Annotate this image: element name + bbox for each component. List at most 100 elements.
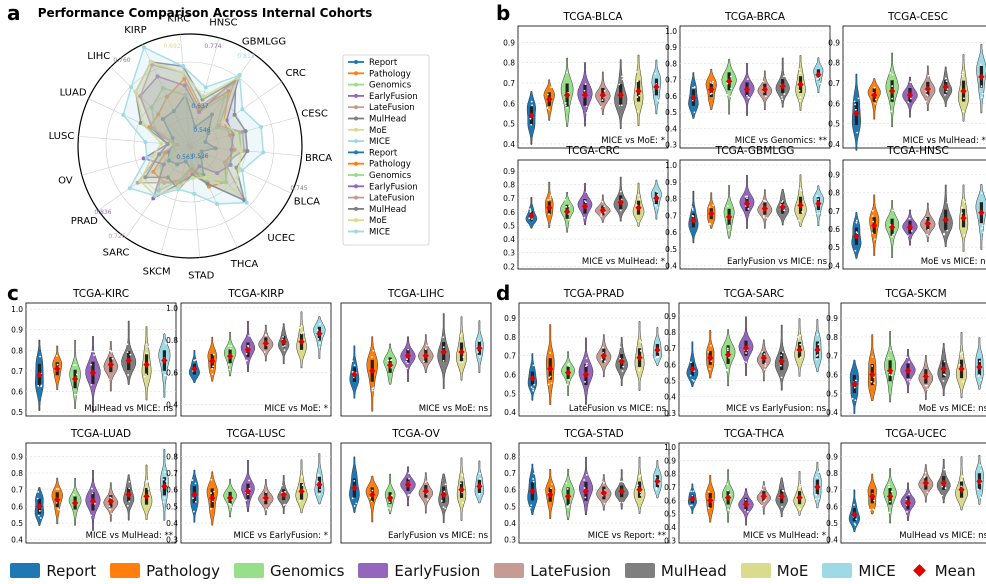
violin-mean-marker [547, 365, 554, 373]
violin-point [40, 384, 43, 387]
violin-point [532, 387, 535, 390]
violin-point [692, 215, 695, 218]
violin-mean-marker [960, 214, 967, 222]
violin-point [799, 483, 802, 486]
violin-mean-marker [853, 110, 860, 117]
violin-point [816, 212, 818, 215]
violin-mean-marker [298, 338, 305, 345]
violin-mean-marker [404, 352, 412, 359]
violin-mean-marker [143, 493, 150, 500]
radar-point-earlyfusion [215, 171, 220, 176]
violin-title: TCGA-UCEC [885, 428, 947, 440]
radar-point-report [199, 155, 204, 160]
violin-point [39, 517, 42, 519]
violin-point [779, 364, 782, 367]
violin-point [618, 83, 621, 86]
violin-point [299, 326, 302, 329]
violin-mean-marker [422, 352, 430, 359]
violin-point [550, 382, 553, 385]
radar-axis-label: BRCA [305, 153, 332, 164]
violin-point [783, 93, 786, 95]
violin-point [692, 86, 694, 89]
violin-point [655, 486, 658, 489]
violin-panel-tcga-cesc: 0.4 0.5 0.6 0.7 0.8 0.9 TCGA-CESC MICE vs MulHe… [828, 11, 986, 151]
violin-point [780, 95, 783, 98]
violin-mean-marker [125, 357, 132, 364]
violin-point [816, 333, 819, 336]
violin-point [387, 507, 390, 509]
radar-legend-marker [354, 229, 358, 234]
radar-legend-entry: EarlyFusion [369, 182, 418, 192]
violin-point [980, 85, 983, 88]
violin-point [426, 480, 429, 482]
violin-panel-tcga-brca: 0.3 0.4 0.5 0.6 0.7 0.8 0.9 1.0 TCGA-BRCA MICE vs… [665, 11, 831, 150]
violin-point [727, 508, 730, 511]
legend-item-genomics: Genomics [234, 562, 344, 580]
violin-point [874, 102, 877, 105]
violin-point [799, 486, 801, 489]
bottom-legend: Report Pathology Genomics EarlyFusion LateFu… [0, 557, 986, 584]
violin-ytick-label: 1.0 [166, 304, 178, 313]
violin-mean-marker [161, 357, 168, 364]
violin-point [854, 249, 857, 252]
violin-mean-marker [191, 491, 198, 498]
violin-point [981, 96, 983, 99]
violin-point [890, 490, 893, 493]
violin-point [529, 211, 532, 213]
violin-mean-marker [708, 86, 715, 93]
panel-label-c: c [7, 281, 19, 305]
violin-point [869, 508, 872, 511]
violin-point [371, 356, 373, 358]
violin-ytick-label: 0.9 [826, 314, 838, 323]
violin-point [109, 508, 112, 511]
violin-panel-tcga-kirp: 0.4 0.6 0.8 1.0 TCGA-KIRP MICE vs MoE: * [166, 288, 332, 417]
radar-axis-label: CRC [285, 68, 305, 79]
violin-mean-marker [244, 346, 252, 354]
violin-point [127, 374, 130, 376]
violin-mean-marker [582, 488, 590, 495]
violin-point [926, 233, 928, 236]
violin-point [636, 96, 639, 98]
violin-mean-marker [940, 479, 947, 487]
violin-point [147, 487, 150, 490]
violin-ytick-label: 0.6 [11, 502, 23, 511]
violin-point [93, 350, 96, 353]
violin-point [799, 356, 802, 359]
violin-ytick-label: 0.3 [664, 536, 676, 545]
radar-point-latefusion [150, 126, 155, 131]
radar-legend-entry: Pathology [369, 160, 411, 170]
violin-annotation: MICE vs EarlyFusion: * [234, 531, 328, 541]
violin-point [301, 476, 303, 479]
violin-point [111, 512, 114, 515]
violin-mean-marker [940, 365, 947, 373]
violin-point [248, 487, 251, 490]
violin-point [962, 110, 964, 113]
violin-frame [25, 302, 177, 417]
violin-point [908, 380, 911, 383]
violin-mean-marker [262, 340, 270, 347]
violin-point [424, 348, 427, 350]
violin-mean-marker [653, 83, 660, 91]
radar-value-label: 0.637 [191, 103, 208, 110]
violin-point [316, 329, 319, 331]
radar-point-moe [181, 70, 186, 75]
violin-point [55, 488, 58, 490]
violin-ytick-label: 0.9 [504, 314, 516, 323]
violin-point [603, 502, 606, 505]
violin-title: TCGA-THCA [723, 428, 785, 440]
violin-point [888, 373, 891, 376]
violin-point [925, 93, 928, 96]
violin-ytick-label: 0.7 [503, 194, 515, 203]
violin-mean-marker [778, 357, 785, 365]
violin-point [462, 501, 464, 504]
violin-point [462, 356, 465, 358]
violin-title: TCGA-CESC [887, 11, 948, 23]
violin-point [780, 376, 783, 379]
violin-point [128, 500, 131, 503]
violin-ytick-label: 0.5 [504, 502, 516, 511]
violin-annotation: MoE vs MICE: ns [919, 404, 986, 414]
radar-axis-label: THCA [230, 259, 259, 270]
radar-point-earlyfusion [197, 164, 202, 169]
violin-annotation: MoE vs MICE: ns [921, 257, 986, 267]
violin-point [639, 474, 642, 477]
